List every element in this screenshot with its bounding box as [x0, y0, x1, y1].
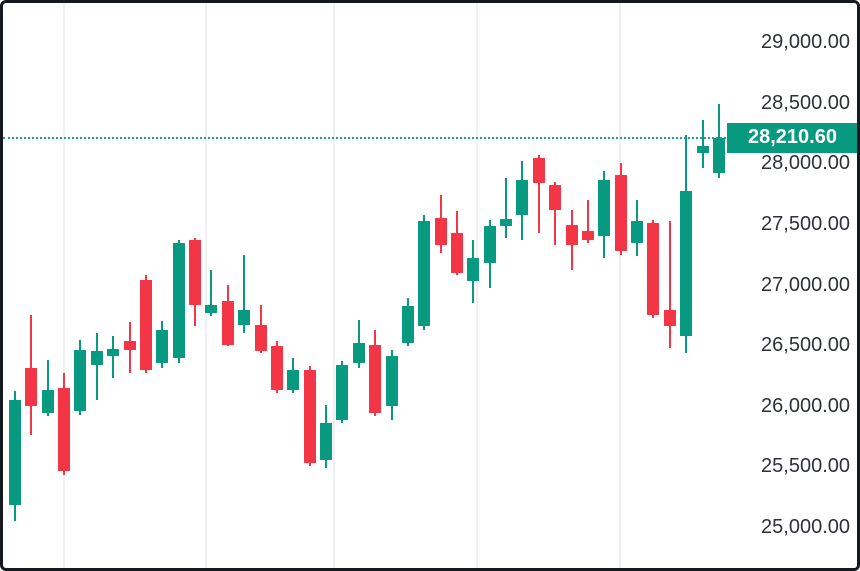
candle-body — [254, 325, 267, 352]
candle-body — [450, 232, 463, 273]
candle-body — [336, 365, 349, 421]
candle-body — [107, 349, 120, 357]
price-tick-label: 25,500.00 — [761, 455, 850, 478]
candle-body — [696, 146, 709, 153]
candle-body — [303, 369, 316, 464]
last-price-badge: 28,210.60 — [727, 122, 857, 153]
price-axis[interactable]: 29,000.00 28,500.00 28,000.00 27,500.00 27,0… — [731, 3, 857, 568]
candle-body — [25, 368, 38, 407]
candle-body — [663, 309, 676, 327]
candle-wick — [112, 336, 115, 378]
last-price-line — [3, 136, 730, 139]
candle-body — [9, 400, 21, 506]
candle-body — [647, 223, 660, 316]
candle-body — [139, 280, 152, 370]
candle-body — [631, 220, 644, 244]
grid-line — [63, 3, 65, 568]
candle-wick — [537, 154, 540, 233]
price-tick-label: 27,500.00 — [761, 212, 850, 235]
last-price-label: 28,210.60 — [748, 126, 837, 149]
candle-body — [74, 349, 87, 412]
price-tick-label: 25,000.00 — [761, 516, 850, 538]
candle-body — [270, 346, 283, 390]
candle-body — [156, 329, 169, 364]
candle-body — [238, 309, 251, 326]
price-tick-label: 29,000.00 — [761, 31, 850, 53]
candle-body — [221, 300, 234, 346]
candle-body — [352, 343, 365, 364]
candle-wick — [210, 269, 213, 316]
price-tick-label: 28,500.00 — [761, 91, 850, 114]
candle-body — [172, 243, 185, 359]
grid-line — [205, 3, 207, 568]
candle-wick — [554, 182, 557, 246]
price-tick-label: 26,000.00 — [761, 394, 850, 417]
candle-body — [418, 220, 431, 327]
candle-body — [434, 217, 447, 246]
candle-body — [549, 185, 562, 210]
price-tick-label: 27,000.00 — [761, 273, 850, 296]
chart-plot-area[interactable] — [3, 3, 737, 568]
candle-body — [565, 225, 578, 246]
candle-body — [41, 389, 54, 414]
price-tick-label: 28,000.00 — [761, 152, 850, 175]
candle-wick — [668, 220, 671, 349]
candle-wick — [95, 333, 98, 401]
candle-body — [205, 305, 218, 313]
candle-body — [581, 231, 594, 241]
candle-body — [90, 351, 103, 366]
candle-body — [532, 157, 545, 184]
grid-line — [333, 3, 335, 568]
grid-line — [619, 3, 621, 568]
candle-wick — [243, 255, 246, 333]
candle-body — [516, 180, 529, 215]
candle-body — [369, 345, 382, 414]
candle-body — [58, 388, 71, 472]
candle-body — [123, 340, 136, 350]
candle-body — [320, 423, 333, 461]
candle-body — [189, 240, 202, 306]
candle-body — [467, 257, 480, 281]
candle-body — [287, 369, 300, 390]
candle-body — [598, 180, 611, 236]
candle-wick — [701, 120, 704, 169]
candle-body — [401, 306, 414, 344]
grid-line — [476, 3, 478, 568]
candle-wick — [586, 200, 589, 244]
candle-body — [712, 137, 725, 173]
candle-body — [483, 226, 496, 264]
candle-body — [385, 356, 398, 407]
candle-body — [500, 219, 513, 227]
candle-body — [614, 174, 627, 252]
candle-wick — [505, 177, 508, 238]
candle-body — [680, 191, 693, 337]
price-tick-label: 26,500.00 — [761, 334, 850, 357]
candle-wick — [46, 360, 49, 417]
